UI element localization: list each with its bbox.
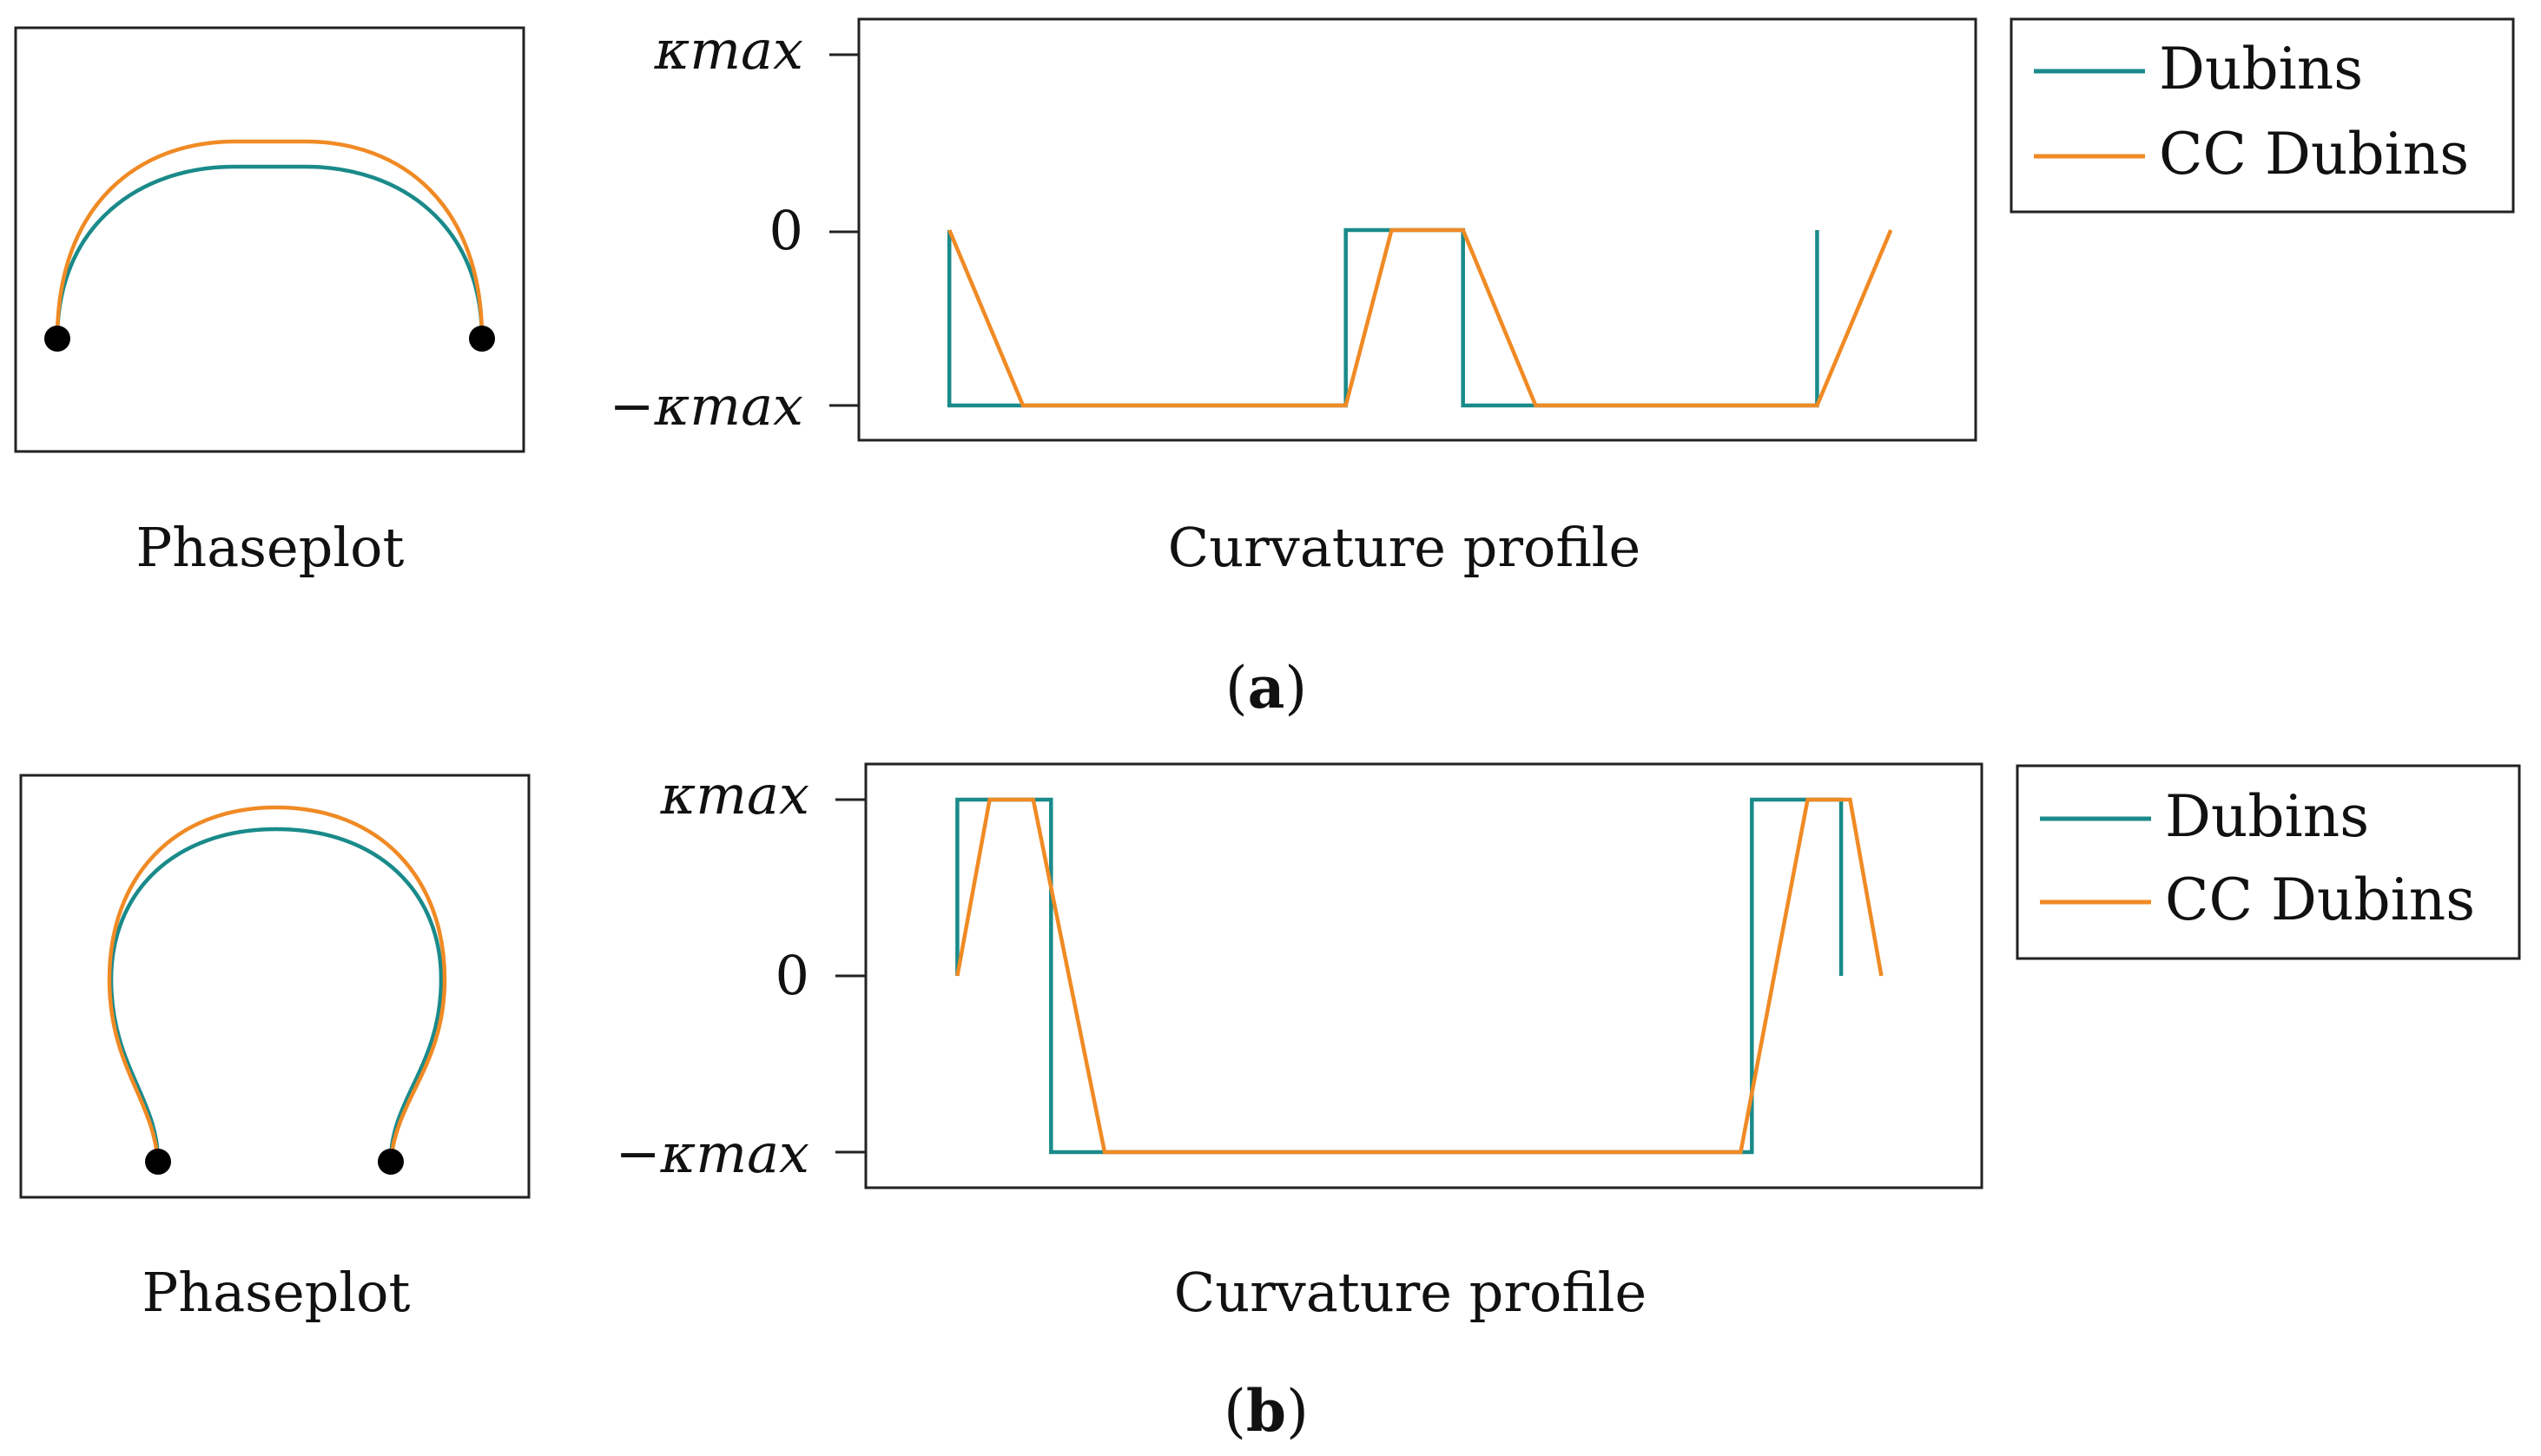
curvature-a-tick-neg-kmax-label: −κmax bbox=[610, 374, 803, 438]
legend-a-dubins-label: Dubins bbox=[2159, 36, 2363, 102]
phaseplot-b-dubins-path bbox=[109, 827, 444, 1163]
legend-a: Dubins CC Dubins bbox=[2010, 17, 2515, 214]
panel-b-label: (b) bbox=[1224, 1377, 1309, 1445]
panel-a-letter: a bbox=[1248, 654, 1285, 721]
panel-b: Phaseplot κmax 0 −κmax Curvature profile… bbox=[19, 762, 2521, 1445]
phaseplot-a-caption: Phaseplot bbox=[136, 516, 405, 579]
curvature-b-caption: Curvature profile bbox=[1174, 1261, 1647, 1324]
panel-a-label: (a) bbox=[1225, 654, 1307, 721]
curvature-b-tick-zero-label: 0 bbox=[776, 944, 809, 1007]
curvature-a-tick-kmax-label: κmax bbox=[654, 18, 803, 82]
curvature-a-cc-dubins-line bbox=[947, 227, 1893, 408]
phaseplot-b bbox=[19, 774, 531, 1199]
phaseplot-a-end-point bbox=[469, 326, 495, 352]
phaseplot-b-frame bbox=[19, 774, 531, 1199]
legend-a-frame bbox=[2010, 17, 2515, 214]
phaseplot-a-start-point bbox=[44, 326, 70, 352]
panel-b-letter: b bbox=[1246, 1377, 1286, 1445]
phaseplot-b-caption: Phaseplot bbox=[142, 1261, 411, 1324]
curvature-b-frame bbox=[864, 762, 1983, 1189]
phaseplot-a-cc-dubins-path bbox=[55, 139, 485, 339]
curvature-a-caption: Curvature profile bbox=[1168, 516, 1640, 579]
curvature-b-dubins-line bbox=[955, 797, 1844, 1155]
curvature-b-tick-kmax-label: κmax bbox=[660, 763, 809, 827]
legend-b-cc-dubins-label: CC Dubins bbox=[2165, 866, 2475, 933]
legend-b-dubins-label: Dubins bbox=[2165, 783, 2369, 850]
curvature-b-tick-neg-kmax-label: −κmax bbox=[616, 1122, 809, 1185]
phaseplot-b-end-point bbox=[378, 1149, 404, 1175]
phaseplot-b-start-point bbox=[145, 1149, 171, 1175]
curvature-b: κmax 0 −κmax bbox=[616, 762, 1983, 1189]
legend-b: Dubins CC Dubins bbox=[2016, 764, 2521, 960]
legend-b-frame bbox=[2016, 764, 2521, 960]
curvature-b-cc-dubins-line bbox=[955, 797, 1884, 1155]
legend-a-cc-dubins-label: CC Dubins bbox=[2159, 121, 2469, 188]
curvature-a: κmax 0 −κmax bbox=[610, 17, 1977, 442]
curvature-a-tick-zero-label: 0 bbox=[769, 199, 803, 262]
panel-a: Phaseplot κmax 0 −κmax Curvature profile… bbox=[14, 17, 2515, 721]
curvature-a-frame bbox=[857, 17, 1977, 442]
phaseplot-a-frame bbox=[14, 26, 525, 453]
phaseplot-b-cc-dubins-path bbox=[107, 805, 447, 1163]
phaseplot-a-dubins-path bbox=[55, 164, 485, 339]
phaseplot-a bbox=[14, 26, 525, 453]
